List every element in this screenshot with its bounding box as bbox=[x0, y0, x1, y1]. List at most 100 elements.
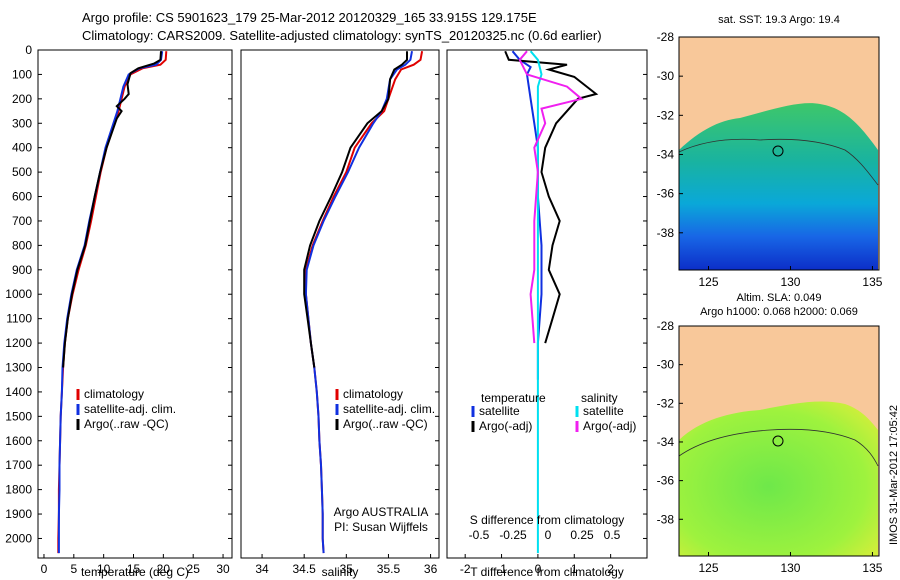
legend-label: climatology bbox=[343, 387, 403, 401]
sla-map-title-line2: Argo h1000: 0.068 h2000: 0.069 bbox=[700, 306, 858, 318]
x-tick-label: 20 bbox=[157, 562, 171, 576]
legend-label: satellite-adj. clim. bbox=[343, 402, 435, 416]
s-tick-label: 0 bbox=[545, 528, 552, 542]
temperature-frame bbox=[37, 49, 233, 559]
salinity-xlabel: salinity bbox=[322, 565, 359, 579]
legend-label: Argo(..raw -QC) bbox=[343, 417, 428, 431]
difference-series-t-satellite bbox=[511, 50, 543, 380]
legend-label: Argo(-adj) bbox=[479, 419, 532, 433]
map-y-tick-label: -28 bbox=[657, 30, 675, 44]
x-tick-label: 34 bbox=[255, 562, 269, 576]
difference-panel: -2 -1 0 1 2T difference from climatology temp… bbox=[446, 49, 648, 579]
annotation-line1: Argo AUSTRALIA bbox=[334, 505, 429, 519]
map-x-tick-label: 125 bbox=[698, 561, 718, 575]
map-y-tick-label: -36 bbox=[657, 187, 675, 201]
y-tick-label: 0 bbox=[25, 43, 32, 57]
figure-title-line1: Argo profile: CS 5901623_179 25-Mar-2012… bbox=[82, 10, 537, 25]
legend-label: satellite bbox=[583, 404, 624, 418]
y-tick-label: 1400 bbox=[5, 385, 32, 399]
sla-map-frame bbox=[678, 325, 880, 557]
difference-frame bbox=[446, 49, 648, 559]
s-tick-label: -0.25 bbox=[499, 528, 527, 542]
sla-contour bbox=[678, 428, 879, 467]
y-tick-label: 1200 bbox=[5, 336, 32, 350]
map-y-tick-label: -38 bbox=[657, 226, 675, 240]
difference-xlabel: T difference from climatology bbox=[470, 565, 624, 579]
x-tick-label: 15 bbox=[127, 562, 141, 576]
legend-label: Argo(-adj) bbox=[583, 419, 636, 433]
annotation-line2: PI: Susan Wijffels bbox=[334, 520, 428, 534]
map-y-tick-label: -30 bbox=[657, 358, 675, 372]
y-tick-label: 200 bbox=[12, 92, 32, 106]
legend-label: Argo(..raw -QC) bbox=[84, 417, 169, 431]
s-tick-label: 0.25 bbox=[570, 528, 594, 542]
legend-label: satellite-adj. clim. bbox=[84, 402, 176, 416]
y-tick-label: 1800 bbox=[5, 483, 32, 497]
sst-argo-marker bbox=[772, 145, 784, 157]
sst-contour bbox=[678, 138, 879, 186]
temperature-xlabel: temperature (deg C) bbox=[81, 565, 189, 579]
difference-series-t-argo-adj- bbox=[504, 50, 599, 344]
x-tick-label: 25 bbox=[187, 562, 201, 576]
figure-title-line2: Climatology: CARS2009. Satellite-adjuste… bbox=[82, 28, 602, 43]
x-tick-label: 30 bbox=[216, 562, 230, 576]
map-y-tick-label: -32 bbox=[657, 396, 675, 410]
x-tick-label: 1 bbox=[571, 562, 578, 576]
y-tick-label: 1900 bbox=[5, 507, 32, 521]
map-x-tick-label: 135 bbox=[862, 561, 882, 575]
y-tick-label: 1600 bbox=[5, 434, 32, 448]
x-tick-label: 0 bbox=[535, 562, 542, 576]
x-tick-label: 5 bbox=[70, 562, 77, 576]
map-x-tick-label: 130 bbox=[780, 561, 800, 575]
x-tick-label: 0 bbox=[41, 562, 48, 576]
s-tick-label: -0.5 bbox=[469, 528, 490, 542]
y-tick-label: 1700 bbox=[5, 458, 32, 472]
y-tick-label: 1100 bbox=[6, 312, 32, 326]
x-tick-label: 10 bbox=[97, 562, 111, 576]
x-tick-label: -1 bbox=[496, 562, 507, 576]
sst-ocean-field bbox=[679, 103, 878, 270]
x-tick-label: -2 bbox=[460, 562, 471, 576]
y-tick-label: 500 bbox=[12, 165, 32, 179]
y-tick-label: 1000 bbox=[5, 287, 32, 301]
y-tick-label: 300 bbox=[12, 116, 32, 130]
y-tick-label: 2000 bbox=[5, 531, 32, 545]
legend-label: climatology bbox=[84, 387, 144, 401]
sst-map-title: sat. SST: 19.3 Argo: 19.4 bbox=[718, 14, 840, 26]
y-tick-label: 800 bbox=[12, 238, 32, 252]
map-y-tick-label: -34 bbox=[657, 147, 675, 161]
difference-series-s-satellite bbox=[529, 50, 543, 554]
timestamp-label: IMOS 31-Mar-2012 17:05:42 bbox=[888, 404, 900, 545]
y-tick-label: 1300 bbox=[5, 361, 32, 375]
difference-series-s-argo-adj- bbox=[518, 50, 584, 344]
map-y-tick-label: -28 bbox=[657, 319, 675, 333]
map-y-tick-label: -30 bbox=[657, 69, 675, 83]
y-tick-label: 100 bbox=[12, 67, 32, 81]
s-tick-label: 0.5 bbox=[604, 528, 621, 542]
sla-ocean-field bbox=[679, 401, 878, 556]
x-tick-label: 34.5 bbox=[293, 562, 317, 576]
temperature-series-argo-raw-qc- bbox=[62, 51, 162, 368]
legend-head-salinity: salinity bbox=[581, 391, 618, 405]
map-x-tick-label: 135 bbox=[862, 275, 882, 289]
map-x-tick-label: 130 bbox=[780, 275, 800, 289]
map-y-tick-label: -32 bbox=[657, 108, 675, 122]
salinity-panel: 34 34.5 35 35.5 36 salinity climatologysatelli… bbox=[240, 49, 440, 579]
x-tick-label: 35.5 bbox=[377, 562, 401, 576]
difference-top-xlabel: S difference from climatology bbox=[470, 513, 625, 527]
temperature-panel: 0100200300400500600700800900100011001200… bbox=[5, 43, 233, 579]
y-tick-label: 400 bbox=[12, 141, 32, 155]
sst-map bbox=[678, 36, 880, 271]
map-y-tick-label: -34 bbox=[657, 435, 675, 449]
sla-map-title-line1: Altim. SLA: 0.049 bbox=[736, 292, 822, 304]
x-tick-label: 2 bbox=[607, 562, 614, 576]
legend-head-temperature: temperature bbox=[481, 391, 546, 405]
x-tick-label: 35 bbox=[340, 562, 354, 576]
salinity-series-argo-raw-qc- bbox=[303, 51, 408, 368]
legend-label: satellite bbox=[479, 404, 520, 418]
x-tick-label: 36 bbox=[424, 562, 438, 576]
sst-map-frame bbox=[678, 36, 880, 271]
y-tick-label: 700 bbox=[12, 214, 32, 228]
y-tick-label: 1500 bbox=[5, 409, 32, 423]
